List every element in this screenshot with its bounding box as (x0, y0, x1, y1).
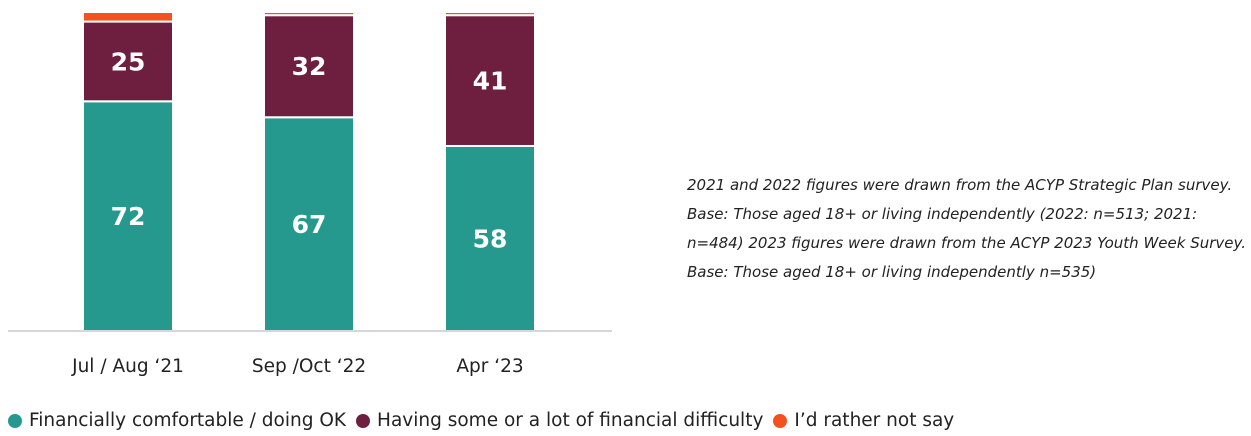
data-label: 58 (473, 224, 508, 253)
legend-item: I’d rather not say (773, 410, 954, 431)
data-label: 32 (292, 52, 327, 81)
legend-label: Having some or a lot of financial diffic… (377, 410, 764, 431)
legend-swatch (356, 413, 371, 428)
data-label: 72 (111, 202, 146, 231)
x-tick-label: Sep /Oct ‘22 (252, 356, 366, 377)
legend-item: Financially comfortable / doing OK (8, 410, 346, 431)
bar-segment (82, 20, 174, 103)
bar-segment (82, 100, 174, 332)
data-label: 41 (473, 67, 508, 96)
chart-legend: Financially comfortable / doing OK Having… (8, 410, 964, 431)
x-tick-label: Jul / Aug ‘21 (71, 356, 184, 377)
bar-segment (263, 11, 355, 17)
x-tick-label: Apr ‘23 (456, 356, 523, 377)
legend-item: Having some or a lot of financial diffic… (356, 410, 763, 431)
legend-label: Financially comfortable / doing OK (29, 410, 347, 431)
bar-segment (82, 11, 174, 23)
legend-label: I’d rather not say (794, 410, 955, 431)
legend-swatch (773, 413, 788, 428)
data-label: 67 (292, 210, 327, 239)
source-note: 2021 and 2022 figures were drawn from th… (687, 176, 1246, 281)
stacked-bar-chart: 72 25 Jul / Aug ‘21 67 32 Sep /Oct ‘22 58 41 Apr… (8, 11, 612, 377)
bar-segment (444, 11, 536, 17)
legend-swatch (8, 413, 22, 428)
bar-segment (263, 14, 355, 119)
data-label: 25 (111, 47, 146, 76)
bar-segment (444, 14, 536, 147)
